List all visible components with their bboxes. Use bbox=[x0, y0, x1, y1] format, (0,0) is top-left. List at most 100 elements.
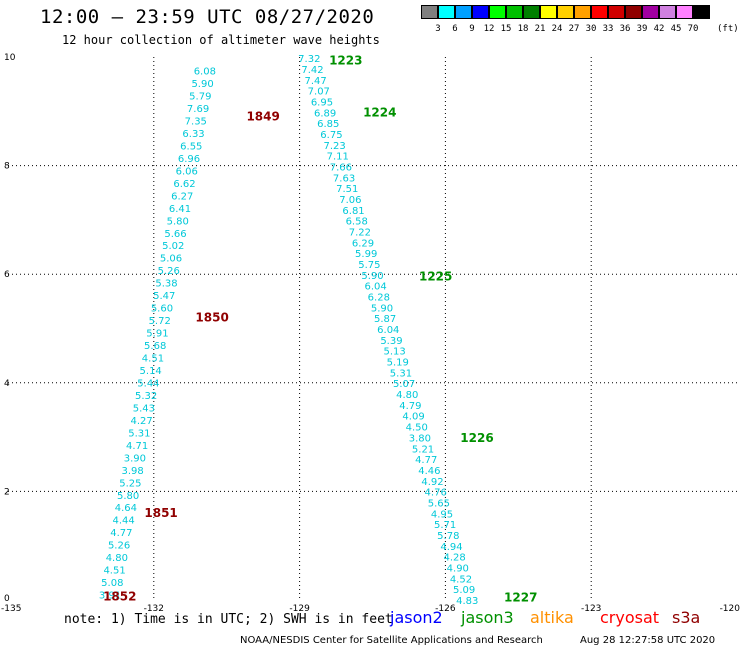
pass-time-label: 1225 bbox=[419, 269, 452, 283]
scale-swatch bbox=[676, 5, 693, 19]
wave-height-value: 5.26 bbox=[158, 266, 180, 277]
scale-swatch bbox=[472, 5, 489, 19]
wave-height-value: 3.98 bbox=[121, 466, 143, 477]
wave-height-value: 6.81 bbox=[342, 206, 364, 217]
scale-label: 21 bbox=[534, 24, 546, 34]
scale-label: 33 bbox=[602, 24, 614, 34]
pass-time-label: 1849 bbox=[246, 110, 279, 124]
wave-height-value: 7.69 bbox=[187, 104, 209, 115]
scale-swatch bbox=[421, 5, 438, 19]
wave-height-value: 5.91 bbox=[146, 329, 168, 340]
wave-height-value: 4.95 bbox=[431, 509, 453, 520]
pass-time-label: 1852 bbox=[103, 590, 136, 604]
wave-height-value: 5.72 bbox=[149, 316, 171, 327]
wave-height-value: 5.19 bbox=[387, 358, 409, 369]
scale-label: 18 bbox=[517, 24, 529, 34]
scale-swatch bbox=[642, 5, 659, 19]
wave-height-value: 4.90 bbox=[447, 563, 469, 574]
axis-layer: -135 -132 -129 -126 -123 -120 0 2 4 6 8 10 bbox=[1, 53, 740, 614]
wave-height-value: 5.75 bbox=[358, 260, 380, 271]
scale-swatch bbox=[625, 5, 642, 19]
x-tick-label: -132 bbox=[144, 604, 164, 614]
y-tick-label: 2 bbox=[4, 487, 10, 497]
scale-label: 3 bbox=[435, 24, 441, 34]
wave-height-value: 5.78 bbox=[437, 531, 459, 542]
wave-height-value: 5.71 bbox=[434, 520, 456, 531]
wave-height-value: 3.80 bbox=[409, 433, 431, 444]
wave-height-value: 4.09 bbox=[402, 412, 424, 423]
wave-height-value: 4.80 bbox=[106, 553, 128, 564]
wave-height-value: 4.50 bbox=[406, 423, 428, 434]
wave-height-value: 5.06 bbox=[160, 254, 182, 265]
wave-height-value: 5.09 bbox=[453, 585, 475, 596]
y-tick-label: 0 bbox=[4, 594, 10, 604]
wave-height-value: 4.92 bbox=[421, 477, 443, 488]
wave-height-value: 5.26 bbox=[108, 541, 130, 552]
wave-height-value: 5.25 bbox=[119, 478, 141, 489]
wave-height-value: 7.23 bbox=[323, 141, 345, 152]
wave-height-value: 5.02 bbox=[162, 241, 184, 252]
wave-height-value: 5.66 bbox=[164, 229, 186, 240]
wave-height-value: 4.27 bbox=[131, 416, 153, 427]
legend-cryosat: cryosat bbox=[600, 608, 660, 627]
wave-height-value: 6.29 bbox=[352, 238, 374, 249]
wave-height-value: 5.68 bbox=[144, 341, 166, 352]
wave-height-value: 6.08 bbox=[194, 67, 216, 78]
wave-height-value: 6.33 bbox=[182, 129, 204, 140]
wave-height-value: 7.32 bbox=[298, 54, 320, 65]
y-tick-label: 6 bbox=[4, 270, 10, 280]
wave-height-value: 5.07 bbox=[393, 379, 415, 390]
scale-swatch bbox=[608, 5, 625, 19]
wave-height-value: 7.51 bbox=[336, 184, 358, 195]
wave-height-value: 7.06 bbox=[339, 195, 361, 206]
wave-height-value: 6.06 bbox=[176, 166, 198, 177]
wave-height-value: 5.80 bbox=[117, 491, 139, 502]
scale-label: 70 bbox=[687, 24, 699, 34]
wave-height-value: 5.80 bbox=[167, 216, 189, 227]
wave-height-value: 6.85 bbox=[317, 119, 339, 130]
legend-altika: altika bbox=[530, 608, 574, 627]
scale-label: 42 bbox=[653, 24, 665, 34]
wave-height-value: 5.44 bbox=[137, 378, 159, 389]
wave-height-value: 5.21 bbox=[412, 444, 434, 455]
wave-height-value: 4.46 bbox=[418, 466, 440, 477]
wave-height-value: 7.66 bbox=[330, 162, 352, 173]
wave-height-value: 5.14 bbox=[140, 366, 162, 377]
wave-height-value: 5.99 bbox=[355, 249, 377, 260]
wave-height-value: 5.39 bbox=[380, 336, 402, 347]
wave-height-value: 6.04 bbox=[377, 325, 399, 336]
scale-label: 30 bbox=[585, 24, 597, 34]
wave-height-value: 4.94 bbox=[440, 542, 462, 553]
wave-height-value: 3.90 bbox=[124, 453, 146, 464]
wave-height-value: 5.43 bbox=[133, 403, 155, 414]
wave-height-value: 6.28 bbox=[368, 293, 390, 304]
pass-time-label: 1223 bbox=[329, 53, 362, 67]
scale-label: 24 bbox=[551, 24, 563, 34]
footer-timestamp: Aug 28 12:27:58 UTC 2020 bbox=[580, 635, 716, 646]
scale-label: 12 bbox=[483, 24, 495, 34]
scale-swatch bbox=[506, 5, 523, 19]
wave-height-value: 5.31 bbox=[128, 428, 150, 439]
x-tick-label: -135 bbox=[1, 604, 21, 614]
x-tick-label: -126 bbox=[435, 604, 456, 614]
scale-swatch bbox=[438, 5, 455, 19]
wave-height-value: 5.32 bbox=[135, 391, 157, 402]
y-tick-label: 8 bbox=[4, 162, 10, 172]
wave-height-value: 7.07 bbox=[308, 87, 330, 98]
wave-height-value: 6.58 bbox=[346, 217, 368, 228]
wave-height-value: 7.47 bbox=[305, 76, 327, 87]
chart-title: 12:00 – 23:59 UTC 08/27/2020 bbox=[40, 6, 375, 28]
wave-height-value: 7.42 bbox=[301, 65, 323, 76]
wave-height-value: 6.62 bbox=[173, 179, 195, 190]
wave-height-value: 4.64 bbox=[115, 503, 137, 514]
x-tick-label: -129 bbox=[289, 604, 310, 614]
wave-height-value: 7.22 bbox=[349, 227, 371, 238]
y-tick-label: 4 bbox=[4, 379, 10, 389]
wave-height-value: 6.55 bbox=[180, 141, 202, 152]
scale-label: 9 bbox=[469, 24, 475, 34]
wave-height-value: 5.90 bbox=[191, 79, 213, 90]
wave-height-value: 4.52 bbox=[450, 574, 472, 585]
wave-height-value: 4.71 bbox=[126, 441, 148, 452]
